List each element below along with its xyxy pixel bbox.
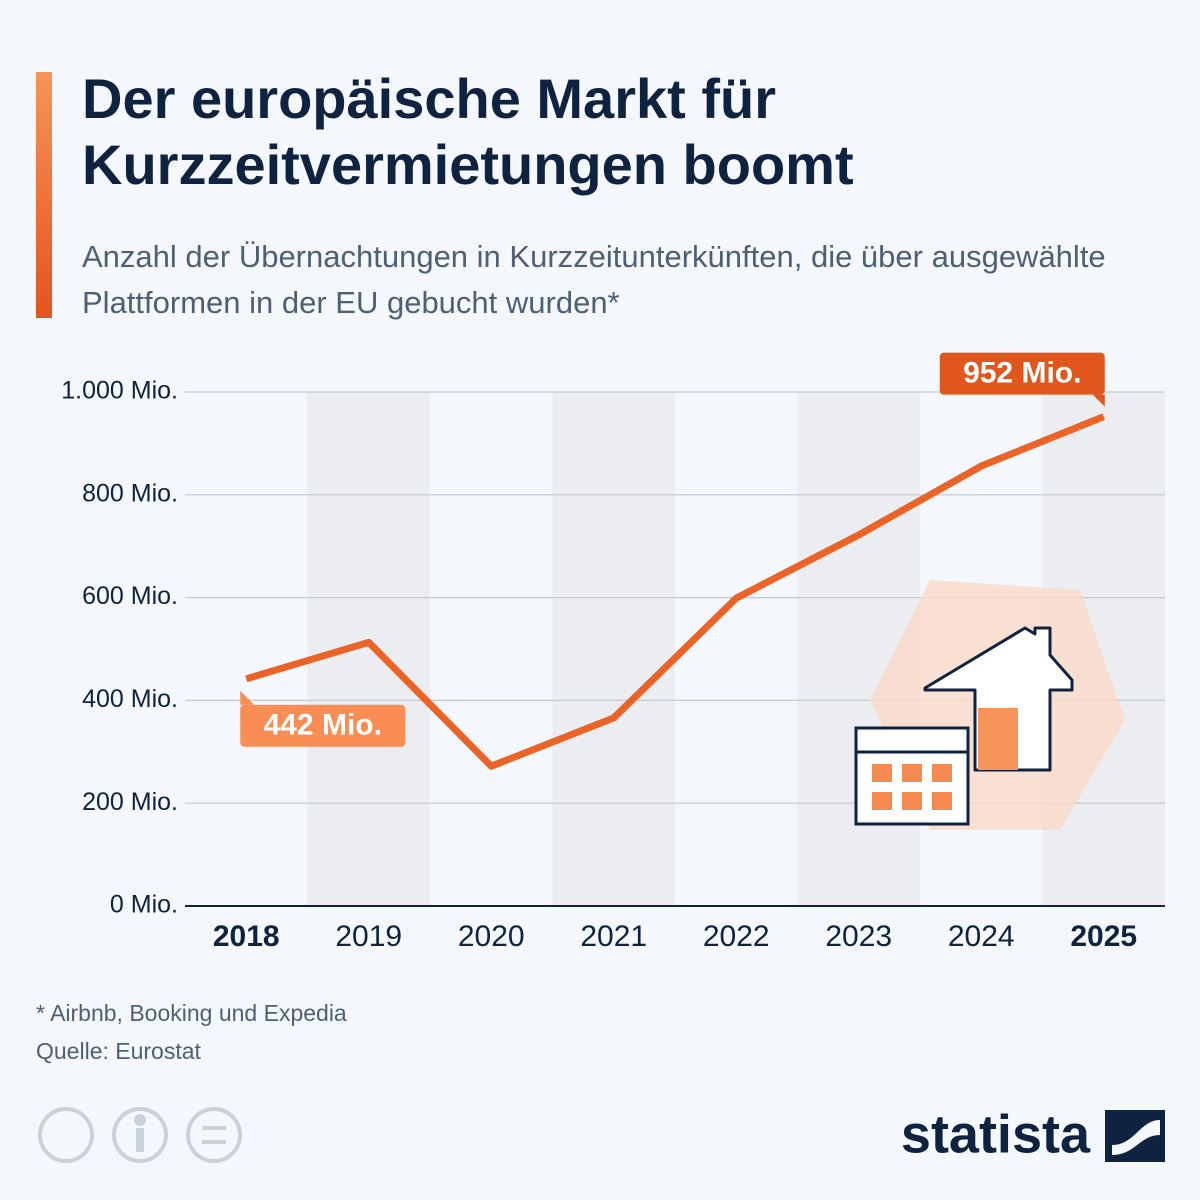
plot: 0 Mio. 200 Mio. 400 Mio. 600 Mio. 800 Mio. 1.…: [61, 352, 1165, 953]
value-label-pointer: [1092, 394, 1105, 407]
x-tick-label: 2019: [335, 920, 402, 953]
source: Quelle: Eurostat: [36, 1038, 202, 1064]
chart-title: Der europäische Markt für Kurzzeitvermie…: [82, 67, 854, 196]
x-tick-label: 2021: [580, 920, 647, 953]
x-tick-label: 2024: [948, 920, 1015, 953]
x-tick-label: 2023: [825, 920, 892, 953]
x-tick-label: 2022: [703, 920, 770, 953]
license-icons: [38, 1107, 242, 1163]
y-tick-label: 800 Mio.: [82, 479, 178, 507]
series-line: [245, 413, 1106, 770]
y-tick-label: 400 Mio.: [82, 685, 178, 713]
column-band: [307, 392, 430, 906]
y-tick-label: 1.000 Mio.: [61, 377, 178, 405]
y-tick-label: 200 Mio.: [82, 788, 178, 816]
value-label-pointer: [240, 690, 255, 705]
x-tick-label: 2020: [458, 920, 525, 953]
y-tick-label: 0 Mio.: [110, 891, 178, 919]
y-tick-label: 600 Mio.: [82, 582, 178, 610]
footnote: * Airbnb, Booking und Expedia: [36, 1000, 347, 1026]
logo-mark: [1105, 1110, 1165, 1162]
chart-subtitle: Anzahl der Übernachtungen in Kurzzeitunt…: [82, 239, 1106, 320]
value-label-box: [240, 704, 406, 747]
column-band: [552, 392, 675, 906]
value-label: 952 Mio.: [963, 357, 1081, 390]
value-label: 442 Mio.: [264, 709, 382, 742]
value-label-box: [939, 352, 1105, 395]
x-tick-label: 2025: [1070, 920, 1137, 953]
brand: statista: [901, 1104, 1091, 1164]
illustration: [854, 580, 1125, 830]
accent-bar: [36, 72, 52, 318]
x-tick-label: 2018: [213, 920, 280, 953]
